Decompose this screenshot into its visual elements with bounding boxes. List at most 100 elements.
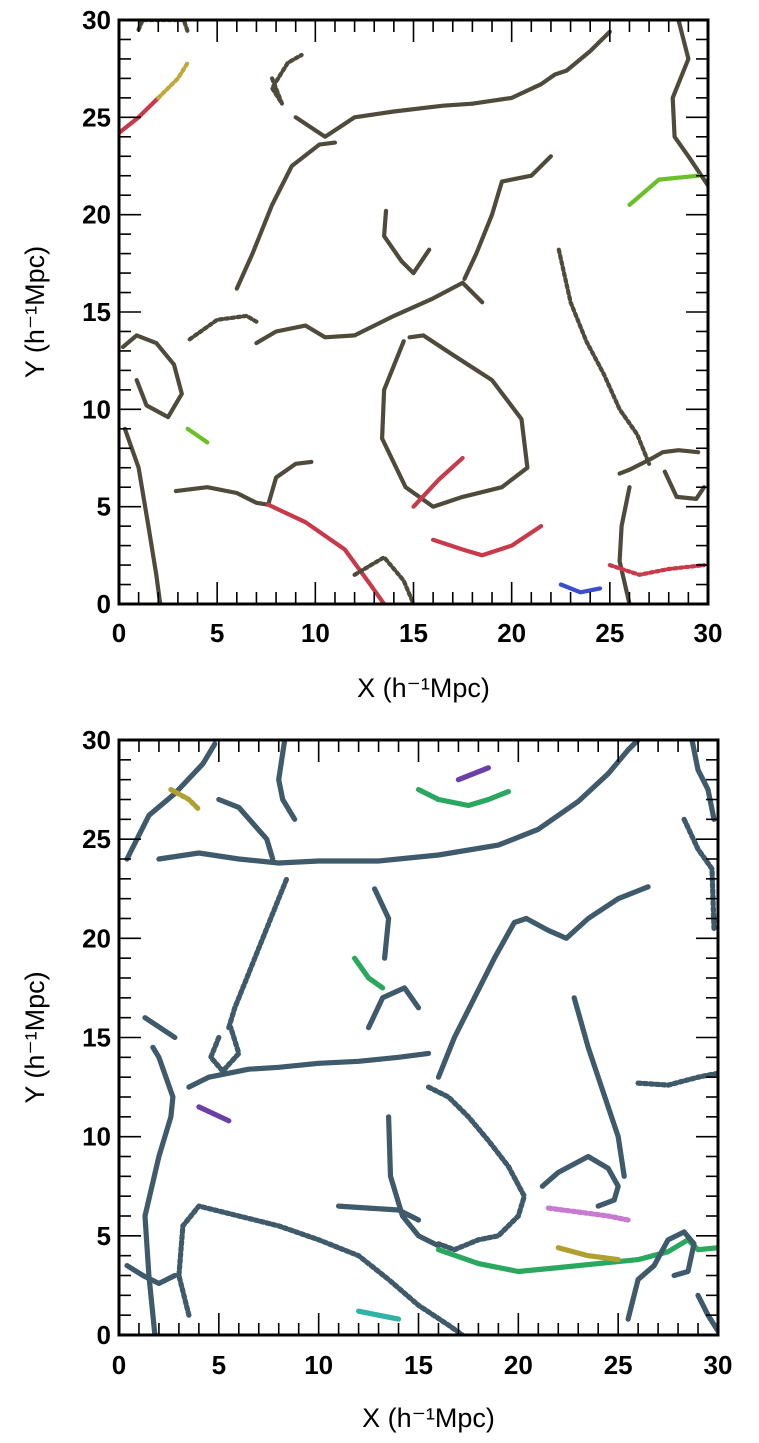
filament-series (122, 426, 163, 604)
y-tick-label: 5 (97, 492, 111, 522)
filament-series (352, 555, 416, 604)
x-axis-label: X (h⁻¹Mpc) (357, 673, 490, 703)
x-tick-label: 5 (210, 618, 224, 648)
filament-series (607, 562, 707, 577)
filament-series (293, 101, 475, 139)
filament-series (186, 1050, 432, 1090)
filament-series (415, 786, 511, 809)
filament-series (119, 95, 161, 135)
y-tick-label: 10 (82, 1122, 111, 1152)
x-tick-label: 15 (399, 618, 428, 648)
filament-series (254, 280, 485, 346)
y-tick-label: 25 (82, 824, 111, 854)
filament-series (431, 523, 544, 558)
filament-series (617, 448, 701, 476)
y-tick-label: 0 (97, 1320, 111, 1350)
x-axis-label: X (h⁻¹Mpc) (362, 1403, 495, 1433)
filament-series (662, 469, 707, 501)
filament-series (571, 995, 627, 1179)
filament-series (681, 816, 717, 932)
filament-series (382, 208, 432, 276)
x-tick-label: 10 (304, 1350, 333, 1380)
filament-series (124, 741, 218, 862)
plot-frame (117, 738, 720, 1337)
filament-series (352, 955, 386, 991)
filament-series (627, 173, 701, 207)
filament-series (411, 455, 465, 509)
y-tick-label: 30 (82, 725, 111, 755)
x-tick-label: 0 (112, 618, 126, 648)
y-tick-label: 15 (82, 297, 111, 327)
filament-series (625, 1229, 697, 1322)
y-tick-label: 20 (82, 200, 111, 230)
filament-series (539, 1153, 621, 1209)
filament-series (545, 1205, 631, 1223)
y-tick-label: 30 (82, 5, 111, 35)
filament-series (276, 740, 298, 822)
y-tick-label: 0 (97, 589, 111, 619)
filament-series (695, 1292, 718, 1334)
x-tick-label: 5 (212, 1350, 226, 1380)
filament-series (136, 20, 190, 34)
filament-series (176, 1203, 465, 1335)
filament-series (556, 247, 652, 466)
y-tick-label: 5 (97, 1221, 111, 1251)
y-tick-label: 15 (82, 1023, 111, 1053)
y-tick-label: 10 (82, 394, 111, 424)
filament-series (523, 884, 651, 941)
filament-series (185, 426, 210, 445)
y-tick-label: 20 (82, 923, 111, 953)
filament-series (558, 582, 603, 595)
filament-series (689, 740, 717, 822)
filament-series (425, 1084, 527, 1253)
plot-area (119, 20, 708, 604)
filament-series (617, 485, 632, 604)
filament-series (208, 1024, 242, 1074)
x-tick-label: 30 (704, 1350, 733, 1380)
filament-series (435, 915, 529, 1080)
filament-series (336, 1203, 422, 1223)
filament-series (173, 459, 314, 507)
filament-series (124, 1262, 178, 1287)
filament-series (156, 60, 190, 101)
filament-series (356, 1308, 402, 1322)
filament-series (216, 796, 276, 862)
filament-series (156, 740, 641, 866)
x-tick-label: 15 (404, 1350, 433, 1380)
x-tick-label: 20 (504, 1350, 533, 1380)
bottom-panel: 0 5 10 15 20 25 30 0 5 10 15 20 25 30 X (h⁻¹Mpc) Y (h⁻¹… (20, 725, 732, 1433)
filament-series (120, 333, 184, 420)
y-axis-label: Y (h⁻¹Mpc) (20, 971, 50, 1103)
y-tick-label: 25 (82, 102, 111, 132)
x-tick-label: 25 (595, 618, 624, 648)
filament-series (266, 502, 387, 604)
filament-series (234, 140, 338, 291)
filament-series (380, 333, 530, 509)
filament-series (462, 154, 554, 281)
x-tick-label: 0 (112, 1350, 126, 1380)
x-tick-label: 10 (301, 618, 330, 648)
x-tick-label: 25 (604, 1350, 633, 1380)
top-panel: 0 5 10 15 20 25 30 0 5 10 15 20 25 30 X (h⁻¹Mpc) Y (h⁻¹… (20, 5, 722, 703)
plot-area (124, 740, 718, 1335)
filament-series (635, 1070, 718, 1088)
x-tick-label: 20 (497, 618, 526, 648)
axis-ticks (119, 20, 708, 604)
filament-series (196, 1104, 232, 1124)
filament-series (142, 1044, 176, 1335)
plot-frame (117, 18, 710, 606)
filament-series (372, 886, 392, 961)
filament-series (386, 1114, 442, 1249)
filament-series (670, 20, 708, 188)
filament-series (187, 313, 259, 342)
filament-series (226, 876, 290, 1031)
filament-series (168, 786, 202, 813)
filament-series (270, 52, 304, 106)
y-axis-label: Y (h⁻¹Mpc) (20, 246, 50, 378)
filament-series (555, 1245, 621, 1263)
filament-series (142, 1015, 178, 1041)
filament-series (455, 765, 491, 783)
filament-series (470, 29, 612, 106)
x-tick-label: 30 (694, 618, 723, 648)
